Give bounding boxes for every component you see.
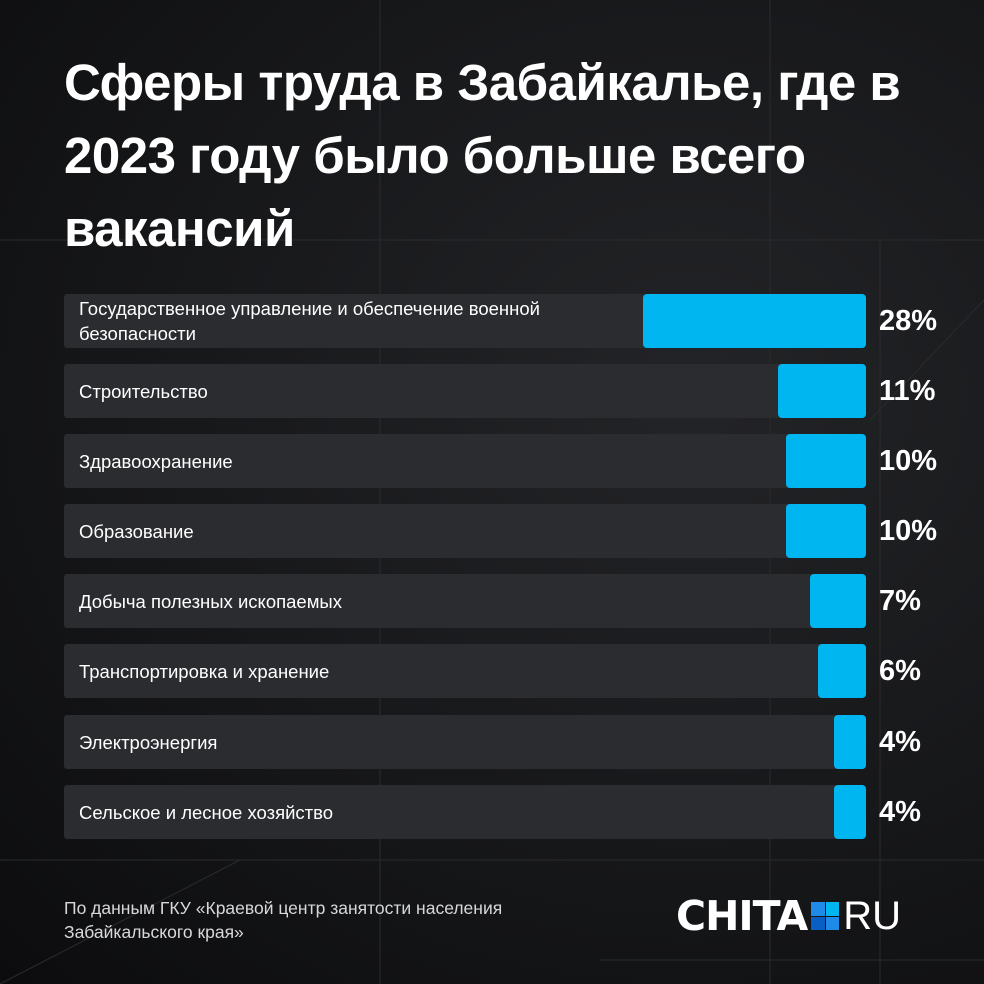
category-label: Образование bbox=[79, 520, 194, 542]
bar bbox=[786, 434, 866, 488]
category-label: Сельское и лесное хозяйство bbox=[79, 801, 334, 823]
source-note: По данным ГКУ «Краевой центр занятости н… bbox=[64, 898, 503, 942]
category-label: Строительство bbox=[79, 380, 208, 402]
category-label: Добыча полезных ископаемых bbox=[79, 590, 342, 612]
bar bbox=[834, 715, 866, 769]
bar-row: Добыча полезных ископаемых 7% bbox=[64, 574, 921, 628]
bar bbox=[642, 294, 866, 348]
bar bbox=[810, 574, 866, 628]
value-label: 4% bbox=[879, 795, 921, 828]
bar-row: Сельское и лесное хозяйство 4% bbox=[64, 785, 921, 839]
bar-row: Строительство 11% bbox=[64, 364, 935, 418]
value-label: 6% bbox=[879, 654, 921, 687]
bar bbox=[786, 504, 866, 558]
bar-row: Государственное управление и обеспечение… bbox=[64, 294, 937, 348]
chart-title: Сферы труда в Забайкалье, где в 2023 год… bbox=[64, 54, 901, 257]
category-label: Электроэнергия bbox=[79, 731, 218, 753]
bar-row: Электроэнергия 4% bbox=[64, 715, 921, 769]
value-label: 10% bbox=[879, 444, 938, 477]
logo-square-icon bbox=[811, 902, 840, 930]
value-label: 4% bbox=[879, 725, 921, 758]
value-label: 11% bbox=[879, 374, 936, 407]
chita-ru-logo: CHITA RU bbox=[676, 892, 901, 940]
value-label: 28% bbox=[879, 304, 938, 337]
value-label: 7% bbox=[879, 584, 921, 617]
logo-text-chita: CHITA bbox=[676, 892, 808, 940]
bar bbox=[834, 785, 866, 839]
bar-row: Транспортировка и хранение 6% bbox=[64, 644, 921, 698]
value-label: 10% bbox=[879, 514, 938, 547]
bar bbox=[778, 364, 866, 418]
bar bbox=[818, 644, 866, 698]
logo-text-ru: RU bbox=[843, 893, 901, 938]
category-label: Транспортировка и хранение bbox=[79, 660, 330, 682]
category-label: Государственное управление и обеспечение… bbox=[79, 298, 540, 344]
bar-row: Здравоохранение 10% bbox=[64, 434, 937, 488]
bar-row: Образование 10% bbox=[64, 504, 937, 558]
category-label: Здравоохранение bbox=[79, 450, 233, 472]
